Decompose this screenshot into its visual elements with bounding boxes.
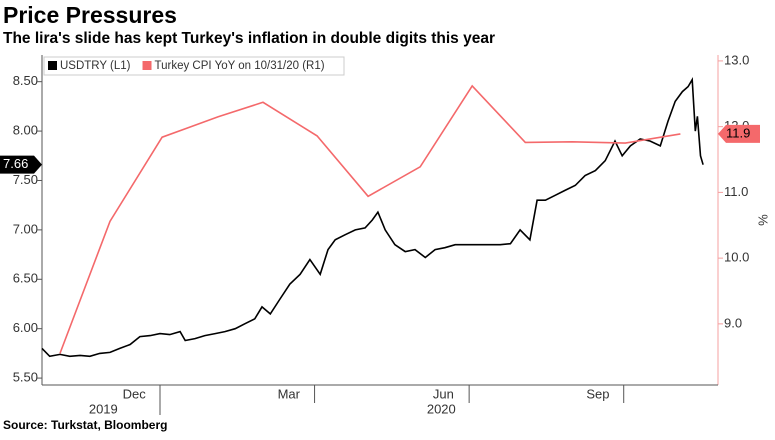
y-tick-label: 6.00	[13, 320, 38, 335]
legend-box	[43, 56, 345, 76]
last-value-label: 7.66	[3, 156, 28, 171]
last-value-tag	[718, 124, 760, 143]
y2-label: %	[756, 214, 771, 226]
y-tick-label: 7.50	[13, 172, 38, 187]
legend-swatch	[48, 61, 57, 70]
x-tick-label: Mar	[278, 386, 301, 401]
chart-title: Price Pressures	[3, 2, 177, 28]
last-value-tag	[0, 155, 42, 174]
legend-swatch	[142, 61, 152, 70]
y-tick-label: 6.50	[13, 271, 38, 286]
y-tick-label: 7.00	[13, 221, 38, 236]
x-year-label: 2019	[89, 401, 118, 416]
series-line	[59, 84, 681, 354]
last-value-label: 11.9	[726, 125, 750, 140]
y-tick-label: 8.00	[13, 123, 38, 138]
y2-tick-label: 10.0	[724, 250, 749, 265]
y2-tick-label: 11.0	[724, 184, 748, 199]
x-year-label: 2020	[427, 401, 456, 416]
chart-subtitle: The lira's slide has kept Turkey's infla…	[3, 30, 495, 47]
y2-tick-label: 13.0	[724, 52, 749, 67]
y2-tick-label: 9.0	[724, 315, 742, 330]
x-tick-label: Sep	[586, 386, 609, 401]
x-tick-label: Dec	[123, 386, 147, 401]
y-tick-label: 5.50	[13, 370, 38, 385]
legend-label: USDTRY (L1)	[60, 60, 131, 72]
legend-label: Turkey CPI YoY on 10/31/20 (R1)	[155, 60, 325, 72]
source: Source: Turkstat, Bloomberg	[3, 418, 167, 432]
y-tick-label: 8.50	[13, 73, 38, 88]
series-line	[41, 77, 704, 358]
x-tick-label: Jun	[433, 386, 454, 401]
